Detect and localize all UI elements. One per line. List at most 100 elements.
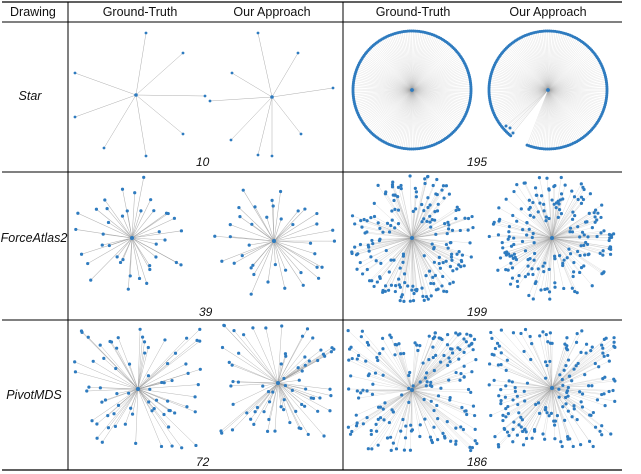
graph-node xyxy=(439,360,443,364)
graph-node xyxy=(403,280,407,285)
graph-edge xyxy=(547,65,602,91)
graph-node xyxy=(600,392,604,397)
graph-edge xyxy=(551,347,615,389)
graph-node xyxy=(534,193,538,197)
graph-edge xyxy=(504,237,553,253)
graph-edge xyxy=(137,341,145,390)
graph-edge xyxy=(379,228,413,239)
graph-node xyxy=(474,358,478,362)
graph-edge xyxy=(407,237,413,287)
graph-node xyxy=(538,334,542,338)
graph-edge xyxy=(243,334,279,384)
graph-edge xyxy=(277,382,285,400)
graph-edge xyxy=(411,389,462,408)
graph-edge xyxy=(374,44,413,91)
graph-node xyxy=(414,195,418,199)
graph-node xyxy=(606,353,610,358)
graph-node xyxy=(555,414,560,418)
graph-edge xyxy=(411,237,451,243)
graph-node xyxy=(471,348,475,352)
graph-node xyxy=(167,425,171,429)
graph-edge xyxy=(534,32,549,91)
graph-node xyxy=(74,227,78,232)
graph-edge xyxy=(551,344,566,389)
graph-node xyxy=(186,371,190,375)
graph-node xyxy=(527,198,531,202)
graph-edge xyxy=(493,89,549,114)
graph-edge xyxy=(547,57,598,91)
graph-node xyxy=(543,360,548,364)
graph-node xyxy=(601,249,605,253)
graph-node xyxy=(427,358,431,362)
graph-node xyxy=(89,278,93,282)
graph-node xyxy=(432,368,436,373)
graph-node xyxy=(148,264,152,268)
graph-node xyxy=(94,207,99,211)
graph-node xyxy=(579,266,584,270)
graph-node xyxy=(148,267,152,272)
graph-edge xyxy=(547,89,567,147)
graph-node xyxy=(448,282,452,286)
graph-edge xyxy=(137,363,187,390)
graph-edge xyxy=(367,89,413,130)
graph-node xyxy=(385,436,390,440)
graph-edge xyxy=(411,31,414,91)
graph-edge xyxy=(540,237,553,291)
graph-edge xyxy=(100,387,139,390)
graph-node xyxy=(365,219,369,223)
graph-edge xyxy=(512,43,549,91)
graph-node xyxy=(400,393,404,397)
graph-edge xyxy=(547,31,550,91)
graph-node xyxy=(593,425,598,429)
graph-node xyxy=(570,379,574,383)
graph-edge xyxy=(353,79,413,91)
graph-node xyxy=(443,222,447,226)
graph-edge xyxy=(376,89,413,137)
graph-node xyxy=(497,394,501,398)
graph-edge xyxy=(380,39,413,91)
graph-node xyxy=(121,258,125,262)
graph-node xyxy=(413,186,417,190)
graph-edge xyxy=(230,224,275,242)
graph-node xyxy=(436,417,440,421)
graph-edge xyxy=(354,89,413,103)
graph-node xyxy=(358,260,362,265)
graph-edge xyxy=(411,76,470,91)
graph-edge xyxy=(534,89,549,148)
graph-edge xyxy=(131,237,166,241)
graph-edge xyxy=(231,72,273,98)
graph-edge xyxy=(547,89,558,149)
graph-edge xyxy=(551,387,570,439)
graph-node xyxy=(271,390,275,394)
graph-edge xyxy=(411,350,419,391)
graph-edge xyxy=(411,237,437,290)
graph-edge xyxy=(411,222,448,239)
graph-node xyxy=(525,381,530,385)
graph-node xyxy=(423,181,427,186)
graph-edge xyxy=(530,207,553,239)
graph-edge xyxy=(551,237,585,256)
graph-node xyxy=(515,394,519,398)
graph-node xyxy=(283,286,287,290)
graph-edge xyxy=(90,237,133,281)
graph-node xyxy=(572,270,576,274)
graph-edge xyxy=(392,34,413,91)
graph-node xyxy=(556,199,560,203)
graph-edge xyxy=(516,221,553,239)
graph-edge xyxy=(357,358,413,391)
graph-node xyxy=(376,405,381,409)
graph-node xyxy=(381,347,385,351)
graph-node xyxy=(449,255,454,259)
graph-node xyxy=(410,428,415,432)
graph-node xyxy=(519,331,523,336)
graph-edge xyxy=(391,210,413,239)
graph-node xyxy=(355,357,359,361)
graph-node xyxy=(601,351,605,355)
graph-node xyxy=(266,390,271,394)
graph-node xyxy=(431,345,435,349)
graph-node xyxy=(504,368,508,372)
graph-node xyxy=(533,186,538,190)
graph-edge xyxy=(551,237,555,257)
graph-node xyxy=(487,383,491,387)
graph-edge xyxy=(411,352,465,391)
